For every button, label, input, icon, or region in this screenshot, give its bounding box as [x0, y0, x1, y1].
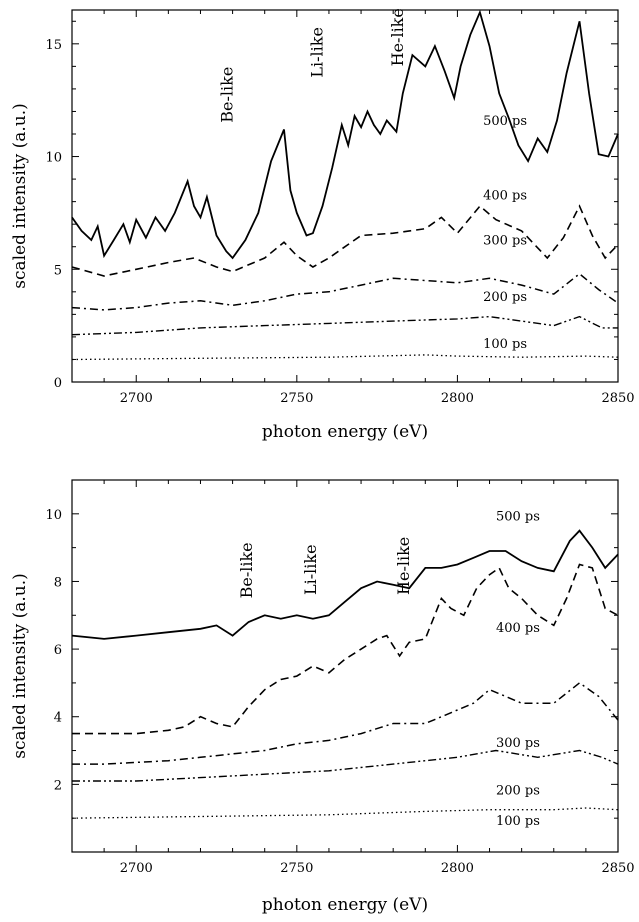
- bottom-chart: 2700 2750 2800 2850 2 4 6 8 10 photon energy (eV)…: [10, 479, 635, 915]
- series-line: [71, 9, 619, 260]
- y-tick-label: 6: [54, 643, 62, 658]
- series-line: [71, 354, 619, 361]
- y-tick-label: 8: [54, 575, 62, 590]
- x-axis-title: photon energy (eV): [262, 895, 428, 915]
- x-tick-label: 2850: [601, 391, 634, 406]
- series-line: [71, 204, 619, 277]
- x-tick-label: 2750: [280, 391, 313, 406]
- y-tick-label: 5: [54, 263, 62, 278]
- series-line: [72, 681, 619, 765]
- plot-frame: [71, 479, 619, 853]
- series-label: 500 ps: [496, 510, 540, 525]
- series-label: 200 ps: [496, 784, 540, 799]
- series-label: 300 ps: [496, 736, 540, 751]
- x-tick-label: 2700: [120, 861, 153, 876]
- top-chart: 2700 2750 2800 2850 0 5 10 15 photon energy (eV)…: [10, 8, 635, 442]
- y-axis-title: scaled intensity (a.u.): [10, 573, 30, 759]
- series-label: 100 ps: [483, 337, 527, 352]
- x-tick-label: 2800: [441, 861, 474, 876]
- series-label: 400 ps: [483, 188, 527, 203]
- ion-annotation: Li-like: [301, 544, 320, 595]
- x-tick-label: 2700: [120, 391, 153, 406]
- x-tick-label: 2750: [280, 861, 313, 876]
- y-axis-title: scaled intensity (a.u.): [10, 103, 30, 289]
- series-label: 500 ps: [483, 114, 527, 129]
- y-tick-label: 15: [45, 38, 62, 53]
- x-tick-label: 2800: [441, 391, 474, 406]
- plot-frame: [71, 9, 619, 383]
- series-line: [71, 807, 619, 819]
- series-line: [72, 563, 619, 735]
- series-label: 100 ps: [496, 814, 540, 829]
- series-line: [71, 529, 619, 640]
- y-tick-label: 2: [54, 778, 62, 793]
- y-tick-label: 10: [45, 151, 62, 166]
- series-line: [71, 272, 619, 311]
- ion-annotation: Li-like: [308, 27, 327, 78]
- y-tick-label: 4: [54, 711, 62, 726]
- ion-annotation: He-like: [388, 8, 407, 66]
- series-line: [71, 315, 618, 336]
- x-axis-title: photon energy (eV): [262, 422, 428, 442]
- series-label: 200 ps: [483, 290, 527, 305]
- y-tick-label: 0: [54, 376, 62, 391]
- ion-annotation: Be-like: [237, 542, 256, 598]
- y-tick-label: 10: [45, 508, 62, 523]
- x-tick-label: 2850: [601, 861, 634, 876]
- series-label: 400 ps: [496, 621, 540, 636]
- series-label: 300 ps: [483, 233, 527, 248]
- series-line: [72, 749, 619, 782]
- ion-annotation: Be-like: [218, 67, 237, 123]
- ion-annotation: He-like: [394, 537, 413, 595]
